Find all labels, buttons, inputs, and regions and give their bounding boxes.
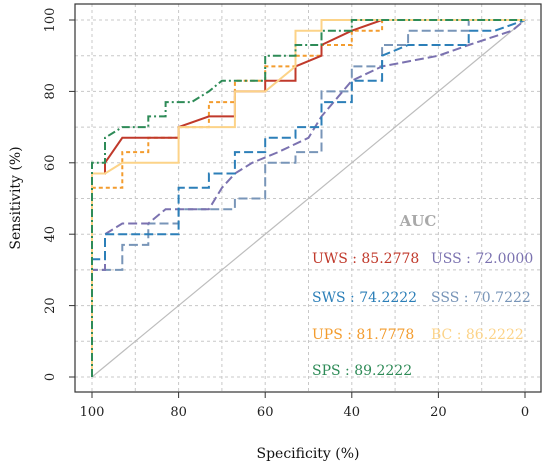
roc-curve-ups xyxy=(91,19,525,377)
x-tick-label: 80 xyxy=(170,405,187,420)
roc-curve-uss xyxy=(91,19,526,377)
x-axis: 100 80 60 40 20 0 xyxy=(80,392,529,420)
legend-entry-uss: USS : 72.0000 xyxy=(431,251,533,267)
y-tick-label: 60 xyxy=(43,155,58,172)
y-tick-label: 20 xyxy=(43,297,58,314)
x-tick-label: 100 xyxy=(80,405,105,420)
x-tick-label: 0 xyxy=(521,405,529,420)
roc-curve-sws xyxy=(91,19,526,377)
x-tick-label: 60 xyxy=(257,405,274,420)
legend-entry-sps: SPS : 89.2222 xyxy=(312,363,412,379)
roc-curve-sss xyxy=(91,19,525,377)
legend-entry-sws: SWS : 74.2222 xyxy=(312,290,417,306)
legend-entry-sss: SSS : 70.7222 xyxy=(431,290,531,306)
x-axis-label: Specificity (%) xyxy=(256,446,359,462)
legend-entry-bc: BC : 86.2222 xyxy=(431,327,524,343)
y-tick-label: 40 xyxy=(43,226,58,243)
series-group xyxy=(91,19,526,377)
roc-curve-sps xyxy=(91,19,525,377)
legend-title: AUC xyxy=(399,212,437,230)
x-tick-label: 20 xyxy=(430,405,447,420)
y-tick-label: 100 xyxy=(43,8,58,33)
legend: AUC SSS : 70.7222 USS : 72.0000 SWS : 74.22… xyxy=(312,212,533,379)
y-axis: 0 20 40 60 80 100 xyxy=(43,8,75,381)
y-axis-label: Sensitivity (%) xyxy=(8,146,24,249)
legend-entry-uws: UWS : 85.2778 xyxy=(312,251,419,267)
plot-border xyxy=(74,3,542,393)
reference-diagonal xyxy=(91,19,526,378)
roc-curve-bc xyxy=(91,19,525,377)
legend-entry-ups: UPS : 81.7778 xyxy=(312,327,414,343)
x-tick-label: 40 xyxy=(344,405,361,420)
y-tick-label: 80 xyxy=(43,83,58,100)
y-tick-label: 0 xyxy=(43,373,58,381)
